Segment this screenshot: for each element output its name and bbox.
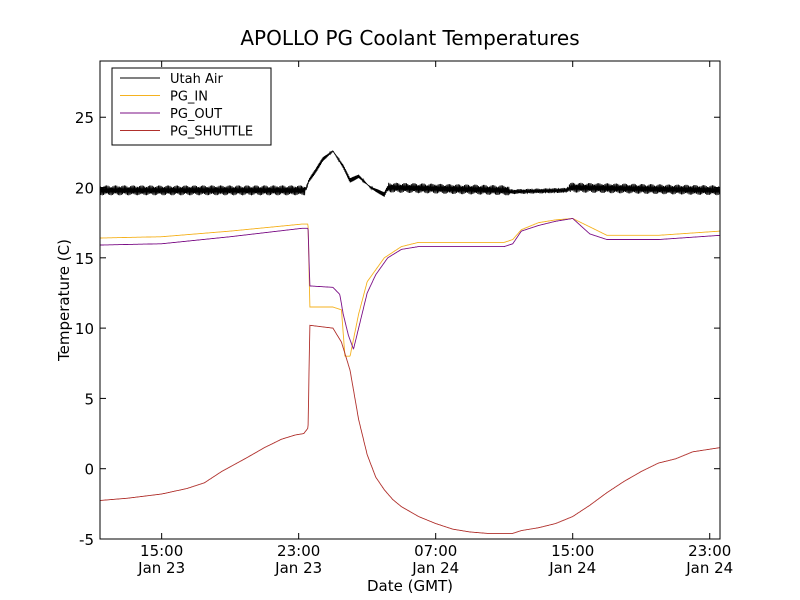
y-tick-label: 10 (75, 320, 94, 338)
x-tick-label-date: Jan 24 (685, 559, 733, 577)
y-axis-label: Temperature (C) (55, 239, 73, 362)
series-line-pg-shuttle (99, 324, 721, 534)
legend-label: Utah Air (170, 72, 223, 87)
x-tick-label-time: 23:00 (277, 542, 320, 560)
legend-box (111, 67, 272, 146)
series-line-pg-out (100, 218, 721, 350)
y-tick-label: 5 (84, 390, 94, 408)
y-tick-label: -5 (79, 531, 94, 549)
y-tick-label: 0 (84, 461, 94, 479)
series-line-utah-air (99, 150, 721, 197)
x-tick-label-date: Jan 23 (137, 559, 185, 577)
legend-label: PG_SHUTTLE (170, 125, 253, 140)
y-tick-label: 15 (75, 250, 94, 268)
plot-frame (99, 60, 721, 540)
y-tick-label: 25 (75, 109, 94, 127)
series-line-pg-in (100, 218, 720, 357)
legend: Utah Air PG_IN PG_OUT PG_SHUTTLE (111, 67, 272, 146)
x-tick-label-time: 15:00 (551, 542, 594, 560)
x-tick-label-time: 15:00 (140, 542, 183, 560)
legend-label: PG_IN (170, 90, 208, 105)
chart-title: APOLLO PG Coolant Temperatures (240, 26, 579, 50)
legend-entries: Utah Air PG_IN PG_OUT PG_SHUTTLE (120, 72, 253, 140)
x-tick-label-date: Jan 23 (274, 559, 322, 577)
x-tick-label-time: 07:00 (414, 542, 457, 560)
x-axis-label: Date (GMT) (367, 577, 453, 595)
x-tick-label-date: Jan 24 (548, 559, 596, 577)
legend-label: PG_OUT (170, 107, 222, 122)
y-tick-label: 20 (75, 180, 94, 198)
x-tick-label-time: 23:00 (688, 542, 731, 560)
x-tick-label-date: Jan 24 (411, 559, 459, 577)
series-layer (99, 150, 721, 534)
